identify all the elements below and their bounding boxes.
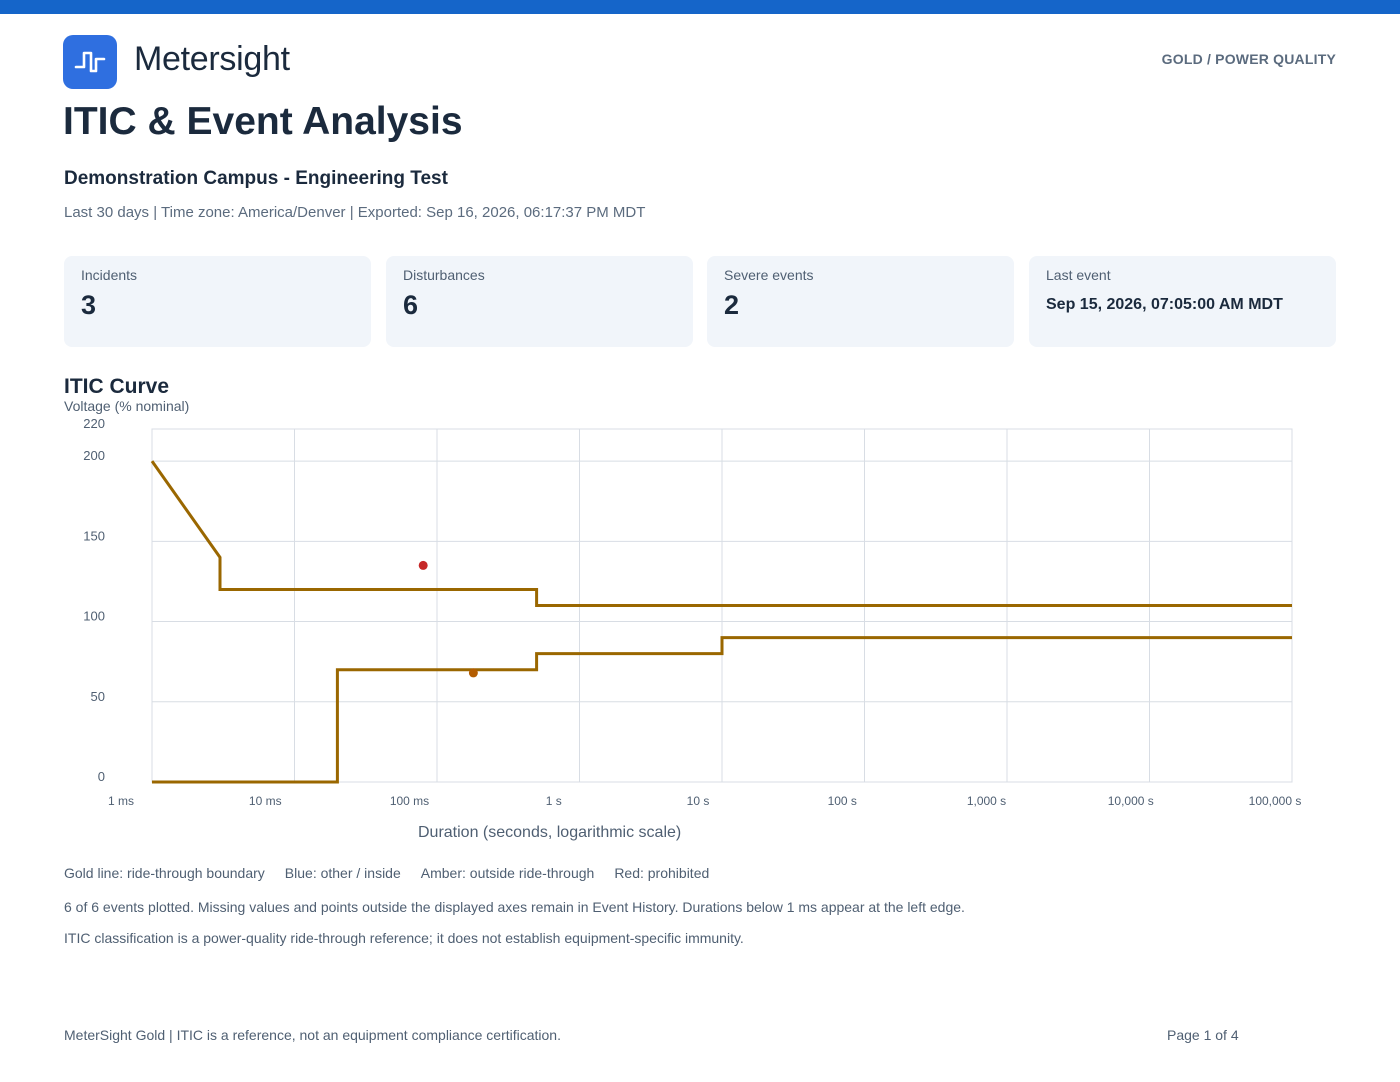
top-accent-bar	[0, 0, 1400, 14]
summary-card-last-event: Last event Sep 15, 2026, 07:05:00 AM MDT	[1029, 256, 1336, 347]
itic-upper-boundary	[150, 460, 1292, 607]
itic-lower-boundary	[152, 636, 1292, 784]
summary-card-severe-events: Severe events 2	[707, 256, 1014, 347]
pulse-waveform-icon	[74, 51, 106, 73]
x-tick-label: 1 ms	[108, 794, 134, 808]
itic-chart: 1 ms 10 ms 100 ms 1 s 10 s 100 s 1,000 s 10,000…	[83, 416, 1302, 808]
x-tick-label: 100,000 s	[1249, 794, 1302, 808]
summary-card-incidents: Incidents 3	[64, 256, 371, 347]
summary-card-disturbances: Disturbances 6	[386, 256, 693, 347]
x-tick-label: 1 s	[546, 794, 562, 808]
page-title: ITIC & Event Analysis	[63, 100, 463, 143]
legend-item-outside: Amber: outside ride-through	[420, 865, 595, 881]
y-axis-title: Voltage (% nominal)	[64, 398, 190, 414]
brand-logo	[63, 35, 117, 89]
x-tick-label: 100 s	[828, 794, 857, 808]
event-point	[418, 560, 428, 570]
event-point	[468, 668, 478, 678]
page-number: Page 1 of 4	[1167, 1027, 1239, 1043]
y-tick-label: 200	[83, 448, 105, 463]
card-value: 6	[403, 290, 419, 320]
legend-item-prohibited: Red: prohibited	[614, 865, 710, 881]
y-tick-label: 50	[91, 689, 105, 704]
card-value: Sep 15, 2026, 07:05:00 AM MDT	[1046, 296, 1283, 313]
y-tick-label: 0	[98, 769, 105, 784]
x-tick-label: 1,000 s	[967, 794, 1006, 808]
x-tick-label: 10,000 s	[1108, 794, 1154, 808]
card-label: Last event	[1046, 267, 1111, 283]
card-value: 3	[81, 290, 97, 320]
x-tick-label: 100 ms	[390, 794, 429, 808]
site-name: Demonstration Campus - Engineering Test	[64, 168, 448, 189]
card-label: Incidents	[81, 267, 138, 283]
y-tick-label: 220	[83, 416, 105, 431]
chart-title: ITIC Curve	[64, 375, 170, 398]
report-meta: Last 30 days | Time zone: America/Denver…	[64, 204, 646, 221]
disclaimer-note: ITIC classification is a power-quality r…	[64, 930, 744, 946]
brand-name: Metersight	[134, 40, 290, 78]
chart-legend: Gold line: ride-through boundary Blue: o…	[64, 865, 709, 881]
footer-disclaimer: MeterSight Gold | ITIC is a reference, n…	[64, 1027, 561, 1043]
card-label: Severe events	[724, 267, 814, 283]
card-label: Disturbances	[403, 267, 485, 283]
y-tick-label: 150	[83, 528, 105, 543]
plot-note: 6 of 6 events plotted. Missing values an…	[64, 899, 965, 915]
x-axis-title: Duration (seconds, logarithmic scale)	[418, 824, 682, 841]
legend-item-boundary: Gold line: ride-through boundary	[64, 865, 265, 881]
y-tick-label: 100	[83, 609, 105, 624]
x-tick-label: 10 ms	[249, 794, 282, 808]
product-tier: GOLD / POWER QUALITY	[1161, 51, 1336, 67]
card-value: 2	[724, 290, 740, 320]
legend-item-inside: Blue: other / inside	[284, 865, 401, 881]
x-tick-label: 10 s	[687, 794, 710, 808]
